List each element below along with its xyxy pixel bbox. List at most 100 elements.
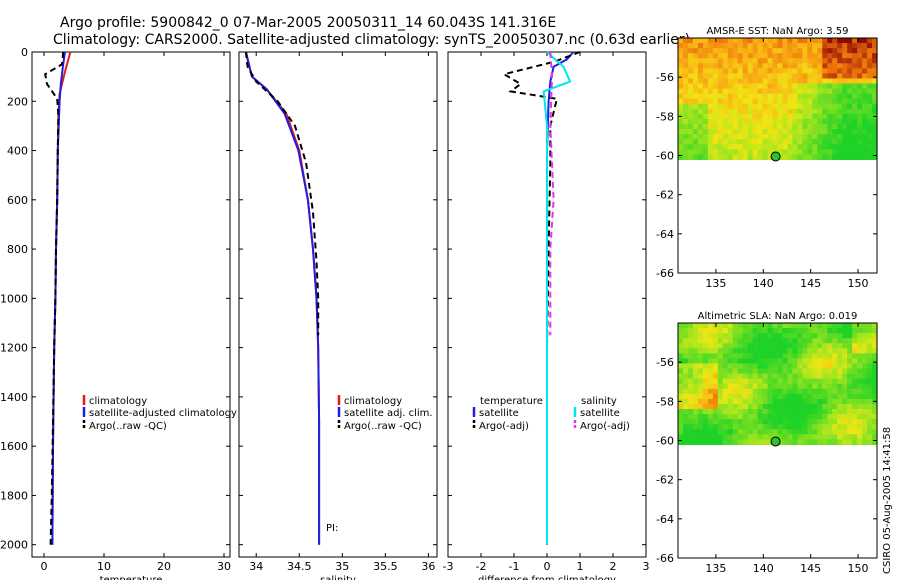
- sla-heatmap-cell: [802, 409, 808, 415]
- sst-heatmap-cell: [797, 48, 803, 54]
- sla-heatmap-cell: [782, 424, 789, 430]
- sla-heatmap-cell: [722, 348, 729, 354]
- sla-heatmap-cell: [857, 363, 863, 370]
- sla-heatmap-cell: [847, 378, 853, 385]
- sst-heatmap-cell: [757, 129, 764, 135]
- sla-heatmap-cell: [757, 343, 764, 349]
- sla-heatmap-cell: [777, 343, 784, 349]
- sla-heatmap-cell: [872, 393, 878, 400]
- sst-heatmap-cell: [792, 68, 798, 75]
- sst-heatmap-cell: [807, 134, 813, 140]
- sla-heatmap-cell: [872, 429, 878, 435]
- sla-heatmap-cell: [712, 343, 719, 349]
- sst-heatmap-cell: [752, 103, 759, 110]
- sla-heatmap-cell: [857, 333, 863, 339]
- temp-ytick-label: 1600: [0, 440, 28, 453]
- sst-heatmap-cell: [712, 48, 719, 54]
- sla-heatmap-cell: [752, 409, 759, 415]
- sst-heatmap-cell: [827, 139, 833, 145]
- sla-heatmap-cell: [722, 403, 729, 410]
- sst-heatmap-cell: [797, 144, 803, 150]
- sla-heatmap-cell: [687, 348, 694, 354]
- sla-heatmap-cell: [742, 343, 749, 349]
- sst-heatmap-cell: [867, 78, 873, 85]
- sla-heatmap-cell: [847, 398, 853, 405]
- sla-heatmap-cell: [757, 338, 764, 344]
- sla-heatmap-cell: [832, 323, 838, 329]
- sla-heatmap-cell: [802, 338, 808, 344]
- sst-heatmap-cell: [792, 83, 798, 90]
- sst-heatmap-cell: [732, 113, 739, 120]
- figure-title-line1: Argo profile: 5900842_0 07-Mar-2005 2005…: [60, 15, 556, 31]
- sst-heatmap-cell: [737, 58, 744, 64]
- sst-heatmap-cell: [678, 63, 684, 69]
- sst-heatmap-cell: [862, 68, 868, 75]
- sla-heatmap-cell: [827, 343, 833, 349]
- sla-heatmap-cell: [777, 358, 784, 365]
- sst-heatmap-cell: [872, 149, 878, 155]
- sla-heatmap-cell: [782, 323, 789, 329]
- sla-heatmap-cell: [812, 363, 818, 370]
- sla-heatmap-cell: [747, 383, 754, 390]
- sst-heatmap-cell: [762, 139, 769, 145]
- sla-heatmap-cell: [727, 434, 734, 440]
- sst-heatmap-cell: [832, 68, 838, 75]
- sla-heatmap-cell: [727, 424, 734, 430]
- sla-heatmap-cell: [797, 383, 803, 390]
- sst-heatmap-cell: [722, 103, 729, 110]
- sla-heatmap-cell: [832, 388, 838, 395]
- sst-heatmap-cell: [772, 139, 779, 145]
- sst-heatmap-cell: [802, 98, 808, 105]
- sst-heatmap-cell: [847, 53, 853, 59]
- sla-heatmap-cell: [687, 358, 694, 365]
- sst-heatmap-cell: [782, 108, 789, 115]
- sla-heatmap-cell: [797, 434, 803, 440]
- sla-heatmap-cell: [737, 429, 744, 435]
- sla-heatmap-cell: [857, 434, 863, 440]
- sla-heatmap-cell: [832, 424, 838, 430]
- sst-heatmap-cell: [832, 43, 838, 49]
- sla-heatmap-cell: [787, 398, 794, 405]
- sla-heatmap-cell: [757, 328, 764, 334]
- sst-heatmap-cell: [767, 103, 774, 110]
- sst-heatmap-cell: [807, 38, 813, 44]
- sst-heatmap-cell: [842, 134, 848, 140]
- sla-heatmap-cell: [727, 398, 734, 405]
- sst-heatmap-cell: [802, 73, 808, 80]
- sst-heatmap-cell: [762, 63, 769, 69]
- sla-heatmap-cell: [742, 424, 749, 430]
- sla-heatmap-cell: [687, 393, 694, 400]
- sla-heatmap-cell: [782, 353, 789, 360]
- sst-heatmap-cell: [767, 43, 774, 49]
- sla-heatmap-cell: [802, 398, 808, 405]
- sst-heatmap-cell: [697, 48, 704, 54]
- sla-heatmap-cell: [852, 348, 858, 354]
- sst-heatmap-cell: [857, 129, 863, 135]
- sst-heatmap-cell: [687, 63, 694, 69]
- sst-heatmap-cell: [678, 78, 684, 85]
- sla-heatmap-cell: [682, 343, 689, 349]
- sst-heatmap-cell: [867, 129, 873, 135]
- temp-ytick-label: 600: [7, 194, 28, 207]
- sst-heatmap-cell: [802, 124, 808, 130]
- sst-heatmap-cell: [727, 124, 734, 130]
- sla-heatmap-cell: [687, 439, 694, 446]
- sst-heatmap-cell: [782, 58, 789, 64]
- sst-heatmap-cell: [852, 38, 858, 44]
- sla-heatmap-cell: [832, 348, 838, 354]
- sst-heatmap-cell: [822, 124, 828, 130]
- sla-heatmap-cell: [678, 419, 684, 425]
- sst-heatmap-cell: [678, 83, 684, 90]
- sst-heatmap-cell: [757, 53, 764, 59]
- sst-heatmap-cell: [722, 154, 729, 161]
- sla-heatmap-cell: [822, 414, 828, 420]
- sst-heatmap-cell: [857, 149, 863, 155]
- sst-heatmap-cell: [732, 124, 739, 130]
- sst-heatmap-cell: [852, 83, 858, 90]
- sst-heatmap-cell: [807, 144, 813, 150]
- sla-heatmap-cell: [742, 403, 749, 410]
- sal-series-satellite: [244, 51, 321, 545]
- sst-heatmap-cell: [732, 93, 739, 100]
- sla-heatmap-cell: [862, 419, 868, 425]
